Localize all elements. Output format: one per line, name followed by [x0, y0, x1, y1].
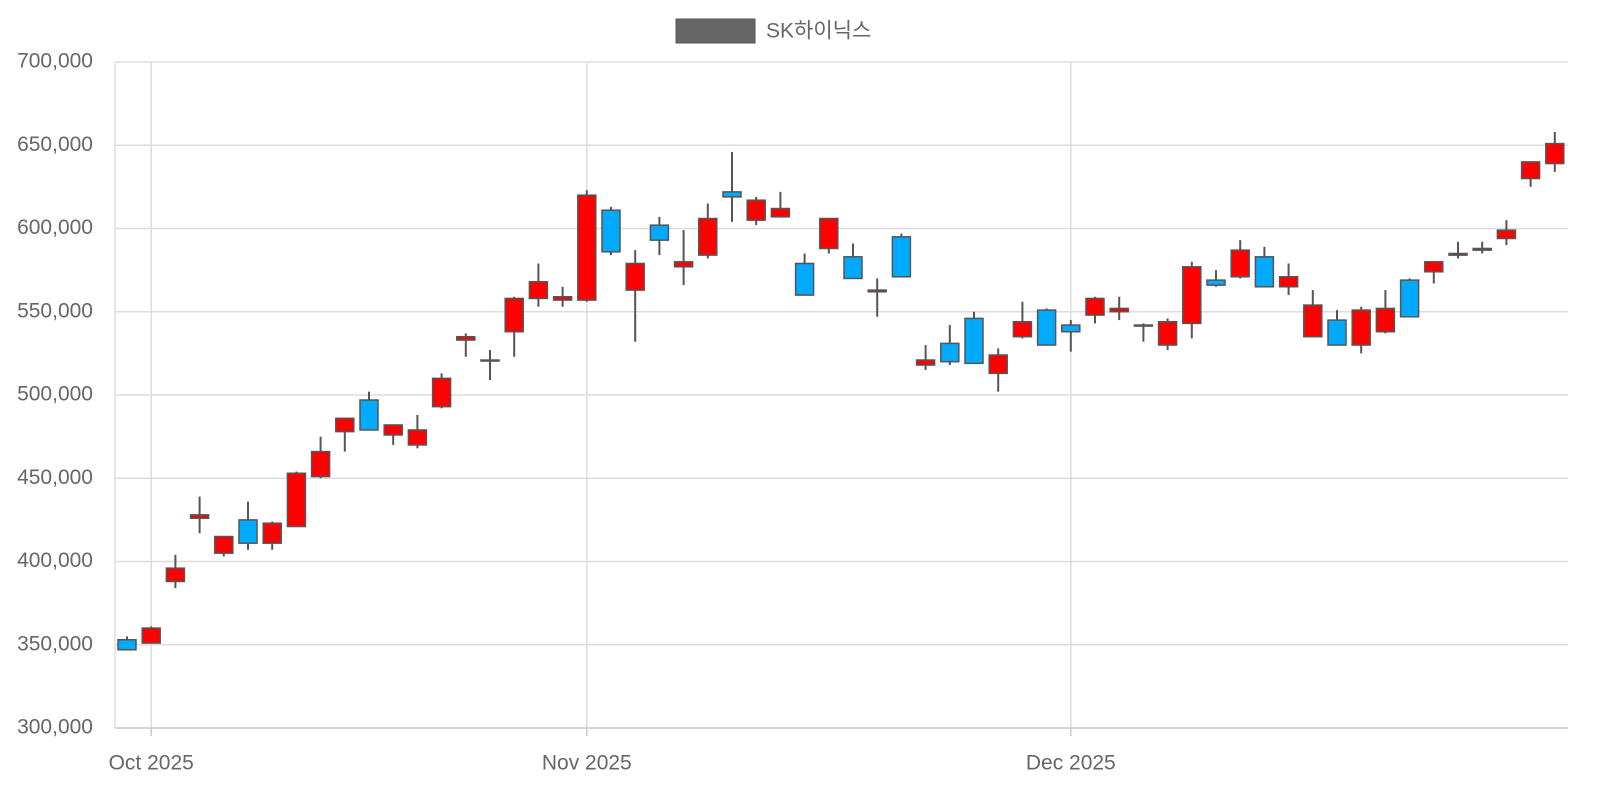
- candle-body: [1520, 161, 1541, 180]
- candle-body: [698, 217, 718, 256]
- y-tick-label: 300,000: [17, 716, 93, 739]
- candle-body: [1182, 266, 1202, 325]
- y-tick-label: 650,000: [17, 133, 93, 156]
- candle-body: [1375, 307, 1396, 333]
- candle-body: [359, 399, 379, 431]
- x-tick-label: Nov 2025: [542, 752, 632, 775]
- candle-body: [189, 514, 210, 519]
- legend-label[interactable]: SK하이닉스: [766, 20, 871, 43]
- candle-body: [940, 342, 960, 363]
- candle-body: [1012, 320, 1033, 338]
- candle-body: [673, 261, 694, 268]
- candle-body: [819, 217, 839, 250]
- candle-body: [1254, 256, 1275, 288]
- candle-body: [1278, 276, 1299, 288]
- candle-body: [1061, 324, 1081, 333]
- candle-body: [1327, 319, 1347, 346]
- candle-body: [407, 429, 428, 446]
- candle-body: [915, 359, 936, 366]
- candle-body: [1157, 320, 1178, 346]
- candle-body: [383, 424, 403, 436]
- candle-body: [1545, 142, 1565, 165]
- candle-body: [1448, 252, 1468, 256]
- candle-body: [1472, 247, 1492, 251]
- candle-body: [504, 297, 524, 333]
- y-tick-label: 500,000: [17, 383, 93, 406]
- candle-body: [964, 317, 984, 365]
- candle-body: [649, 224, 670, 241]
- y-tick-label: 350,000: [17, 632, 93, 655]
- candle-body: [746, 199, 766, 221]
- y-tick-label: 700,000: [17, 50, 93, 73]
- y-tick-label: 400,000: [17, 549, 93, 572]
- candle-body: [891, 236, 912, 278]
- candle-body: [165, 567, 186, 583]
- candle-body: [601, 209, 621, 253]
- candle-body: [528, 281, 549, 300]
- candle-body: [286, 472, 307, 528]
- candle-body: [431, 377, 452, 408]
- candle-body: [1206, 279, 1226, 286]
- candle-body: [262, 522, 282, 544]
- candle-body: [988, 354, 1008, 375]
- y-tick-label: 450,000: [17, 466, 93, 489]
- candle-body: [1133, 324, 1154, 327]
- candle-body: [1399, 279, 1420, 318]
- candle-body: [1085, 297, 1105, 316]
- candle-body: [117, 639, 137, 651]
- candle-body: [141, 627, 161, 644]
- candle-body: [843, 256, 863, 280]
- candle-body: [480, 359, 500, 362]
- candle-body: [335, 417, 355, 433]
- candle-body: [1230, 249, 1250, 278]
- candle-body: [552, 296, 573, 301]
- y-tick-label: 550,000: [17, 299, 93, 322]
- candle-body: [310, 450, 331, 478]
- x-tick-label: Oct 2025: [109, 752, 194, 775]
- candle-body: [577, 194, 597, 301]
- candle-body: [722, 191, 742, 198]
- x-tick-label: Dec 2025: [1026, 752, 1116, 775]
- candle-body: [1351, 309, 1371, 346]
- candle-body: [794, 262, 815, 296]
- candle-body: [1496, 229, 1517, 240]
- candle-body: [214, 535, 234, 554]
- legend-swatch: [675, 18, 756, 44]
- candle-body: [867, 289, 887, 293]
- candle-body: [456, 335, 476, 341]
- candle-body: [1036, 309, 1057, 346]
- y-tick-label: 600,000: [17, 216, 93, 239]
- candle-body: [1424, 261, 1444, 273]
- candle-body: [770, 207, 791, 218]
- candle-body: [238, 519, 258, 544]
- candle-body: [625, 262, 645, 291]
- candle-body: [1303, 304, 1323, 338]
- candle-body: [1109, 307, 1129, 313]
